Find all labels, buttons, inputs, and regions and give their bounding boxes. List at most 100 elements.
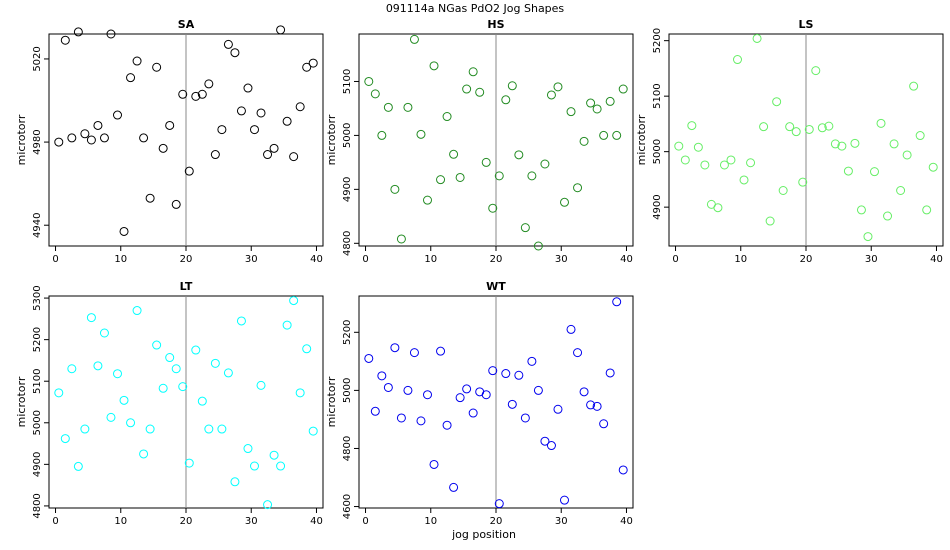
x-tick-label: 20 (180, 254, 193, 265)
x-tick-label: 30 (555, 516, 568, 527)
data-point (746, 158, 756, 168)
x-tick-label: 40 (930, 254, 943, 265)
data-point (889, 139, 899, 149)
x-tick-label: 40 (310, 516, 323, 527)
data-point (579, 387, 589, 397)
data-point (804, 124, 814, 134)
data-point (178, 89, 188, 99)
panel-title: LS (799, 18, 814, 31)
y-tick-label: 5000 (342, 123, 353, 148)
data-point (494, 171, 504, 181)
data-point (798, 177, 808, 187)
y-tick-label: 5200 (652, 28, 663, 53)
data-point (442, 112, 452, 122)
data-point (566, 107, 576, 117)
data-point (566, 324, 576, 334)
y-tick-label: 4800 (342, 436, 353, 461)
data-point (520, 413, 530, 423)
data-point (152, 62, 162, 72)
data-point (494, 499, 504, 509)
data-point (870, 167, 879, 177)
data-point (856, 205, 866, 215)
data-point (488, 366, 498, 376)
data-point (488, 203, 498, 213)
data-point (915, 131, 925, 141)
data-point (106, 412, 116, 422)
data-point (126, 418, 136, 428)
data-point (93, 120, 103, 130)
data-point (680, 155, 690, 165)
data-point (210, 358, 220, 368)
data-point (449, 482, 459, 492)
panel-wt: WT 0 10 20 30 40 4600 4800 5000 5200 microtorr (325, 280, 634, 527)
data-point (119, 395, 129, 405)
data-point (455, 393, 465, 403)
data-point (876, 118, 886, 128)
panel-title: HS (487, 18, 504, 31)
data-point (289, 296, 299, 306)
data-point (73, 27, 83, 37)
data-point (263, 500, 273, 510)
data-point (67, 133, 77, 143)
data-point (546, 441, 556, 451)
data-point (370, 89, 380, 99)
x-tick-label: 0 (52, 254, 58, 265)
data-point (739, 175, 749, 185)
data-point (674, 141, 684, 151)
data-point (785, 122, 795, 132)
data-point (60, 35, 70, 45)
data-point (302, 62, 312, 72)
data-point (113, 369, 122, 379)
data-point (612, 297, 622, 307)
x-tick-label: 30 (555, 254, 568, 265)
data-point (396, 234, 406, 244)
data-point (377, 371, 387, 381)
data-point (256, 380, 266, 390)
x-tick-label: 10 (734, 254, 747, 265)
x-tick-label: 40 (620, 254, 633, 265)
data-point (139, 133, 149, 143)
data-point (184, 166, 194, 176)
data-point (171, 364, 181, 374)
data-point (837, 141, 847, 151)
data-point (719, 160, 729, 170)
data-point (364, 76, 374, 86)
data-point (586, 400, 596, 410)
y-tick-label: 4940 (32, 212, 43, 237)
data-point (436, 346, 446, 356)
x-tick-label: 40 (620, 516, 633, 527)
data-point (462, 384, 472, 394)
data-point (605, 96, 615, 106)
x-tick-label: 10 (424, 516, 437, 527)
panel-hs: HS 0 10 20 30 40 4800 4900 5000 5100 microtorr (325, 18, 634, 265)
x-tick-label: 0 (672, 254, 678, 265)
y-tick-label: 5100 (652, 83, 663, 108)
data-point (80, 129, 90, 139)
data-point (599, 419, 609, 429)
data-point (86, 313, 96, 323)
data-point (243, 83, 253, 93)
data-point (713, 203, 723, 213)
data-point (612, 130, 622, 140)
data-point (295, 388, 305, 398)
data-point (843, 166, 853, 176)
data-point (302, 344, 312, 354)
data-point (370, 406, 380, 416)
x-tick-label: 20 (490, 516, 503, 527)
data-point (759, 122, 769, 132)
data-point (618, 465, 628, 475)
data-point (416, 416, 426, 426)
data-point (230, 477, 240, 487)
panel-lt: LT 0 10 20 30 40 4800 4900 5000 5100 5200 5300 micro… (15, 280, 324, 527)
y-tick-label: 4800 (32, 493, 43, 518)
data-point (922, 205, 932, 215)
x-axis-label: jog position (451, 528, 516, 541)
y-tick-label: 4980 (32, 129, 43, 154)
x-tick-label: 30 (865, 254, 878, 265)
data-point (481, 157, 491, 167)
y-axis-label: microtorr (325, 376, 338, 427)
data-point (909, 81, 919, 91)
y-tick-label: 5200 (342, 320, 353, 345)
data-point (126, 73, 136, 83)
